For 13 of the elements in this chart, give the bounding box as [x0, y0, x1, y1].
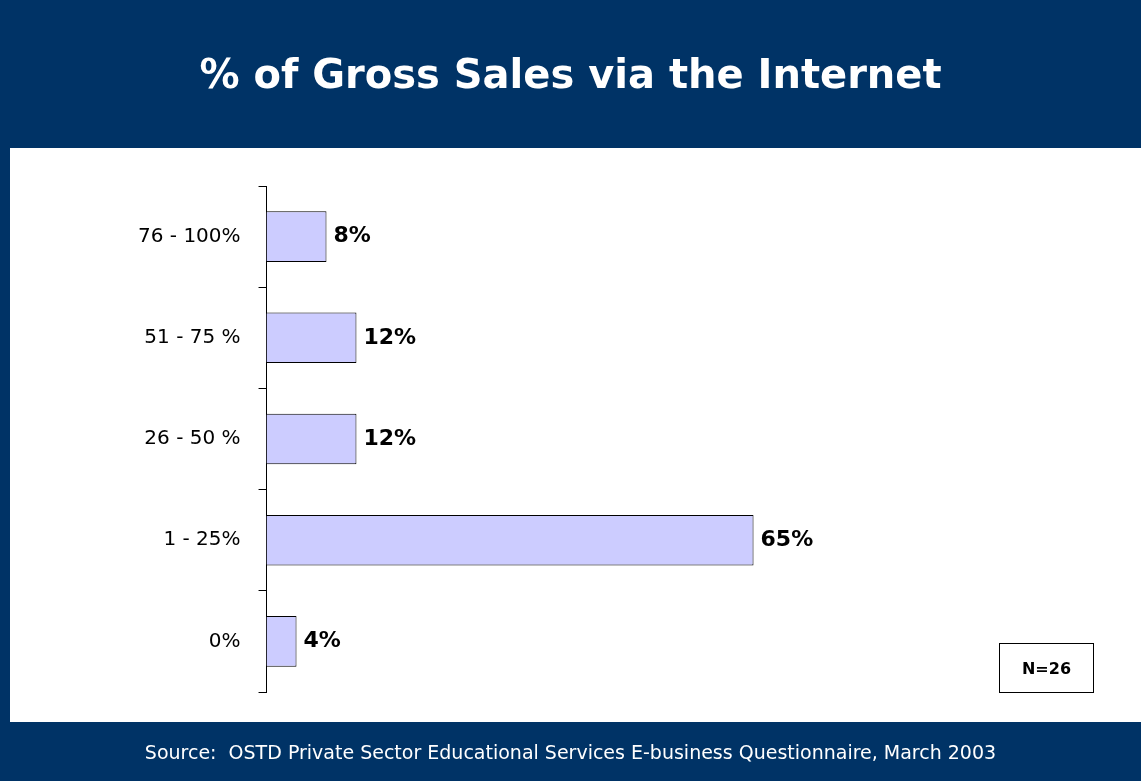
y-tick-label: 0% [208, 627, 241, 652]
data-label: 4% [303, 627, 341, 653]
y-tick-label: 51 - 75 % [144, 324, 241, 348]
text: N=26 [999, 643, 1094, 693]
y-tick-label: 26 - 50 % [144, 425, 241, 450]
source-note: Source: OSTD Private Sector Educational Services E-business Questionnaire, March 2003 [143, 739, 998, 765]
data-label: 12% [363, 323, 417, 349]
data-label: 8% [333, 222, 371, 248]
y-tick-label: 76 - 100% [138, 222, 241, 247]
data-label: 65% [760, 525, 814, 551]
data-label: 12% [363, 424, 417, 450]
y-tick-label: 1 - 25% [163, 526, 241, 551]
chart-title: % of Gross Sales via the Internet [198, 50, 943, 99]
